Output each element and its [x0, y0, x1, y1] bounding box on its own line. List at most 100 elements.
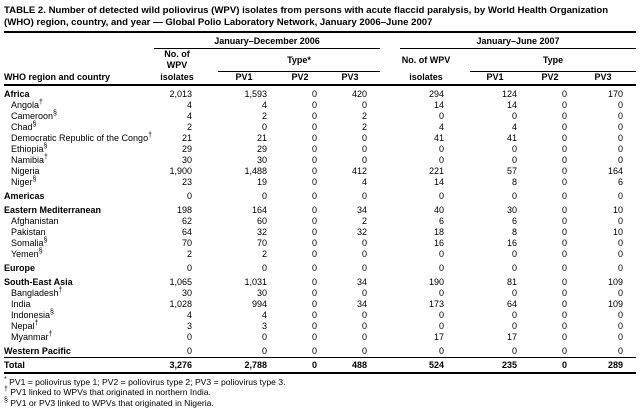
table-row: Nepal† 3 3 0 0 0 0 0 0: [4, 320, 636, 332]
country-label: Chad§: [4, 121, 154, 133]
row-label-text: Nepal: [11, 320, 35, 331]
table-row: Total 3,276 2,788 0 488 524 235 0 289: [4, 356, 637, 374]
country-label: Ethiopia§: [4, 143, 154, 155]
cell-value: 0: [311, 287, 317, 298]
row-label-text: Eastern Mediterranean: [4, 204, 102, 215]
col-header-type-2007: Type: [470, 48, 637, 72]
row-label-text: Democratic Republic of the Congo: [11, 132, 149, 143]
cell-value: 109: [607, 298, 624, 309]
cell-value: 4: [261, 99, 267, 110]
cell-value: 29: [256, 143, 267, 154]
table-row: Americas 0 0 0 0 0 0 0 0: [4, 188, 636, 202]
cell-value: 70: [256, 237, 267, 248]
cell-value: 0: [562, 331, 568, 342]
row-label-text: Nigeria: [11, 165, 40, 176]
header-col-row: isolates PV1 PV2 PV3 isolates PV1 PV2 PV…: [4, 71, 637, 86]
cell-value: 0: [311, 262, 317, 273]
footnote-marker: †: [39, 98, 43, 106]
table-row: Namibia† 30 30 0 0 0 0 0 0: [4, 154, 636, 166]
cell-value: 0: [362, 248, 368, 259]
table-row: Indonesia§ 4 4 0 0 0 0 0 0: [4, 308, 636, 321]
cell-value: 2: [186, 248, 192, 259]
cell-value: 0: [512, 287, 518, 298]
country-label: Democratic Republic of the Congo†: [4, 132, 154, 144]
cell-value: 0: [186, 190, 192, 201]
table-header: WHO region and country January–December …: [4, 35, 637, 86]
footnote-marker: *: [4, 376, 7, 384]
cell-value: 164: [607, 165, 624, 176]
row-label-text: Angola: [11, 99, 40, 110]
row-label-text: Chad: [11, 121, 33, 132]
col-header-pv2-2007: PV2: [530, 71, 581, 86]
column-gap: [380, 35, 401, 86]
table-row: Cameroon§ 4 2 0 2 0 0 0 0: [4, 109, 636, 122]
region-label: Western Pacific: [4, 343, 154, 358]
table-row: Angola† 4 4 0 0 14 14 0 0: [4, 98, 636, 111]
footnote-marker: §: [50, 308, 54, 316]
cell-value: 420: [351, 88, 368, 99]
cell-value: 0: [439, 345, 445, 356]
country-label: Yemen§: [4, 247, 154, 260]
cell-value: 0: [362, 320, 368, 331]
cell-value: 0: [362, 154, 368, 165]
cell-value: 0: [618, 331, 624, 342]
cell-value: 0: [362, 99, 368, 110]
region-label: Eastern Mediterranean: [4, 202, 154, 216]
cell-value: 60: [256, 215, 267, 226]
cell-value: 0: [618, 154, 624, 165]
column-gap: [380, 85, 400, 100]
cell-value: 0: [562, 215, 568, 226]
table-row: Nigeria 1,900 1,488 0 412 221 57 0 164: [4, 166, 636, 177]
country-label: Niger§: [4, 176, 154, 188]
table-row: India 1,028 994 0 34 173 64 0 109: [4, 299, 636, 310]
cell-value: 0: [311, 298, 317, 309]
table-row: Yemen§ 2 2 0 0 0 0 0 0: [4, 247, 636, 260]
cell-value: 4: [261, 309, 267, 320]
cell-value: 0: [562, 121, 568, 132]
cell-value: 0: [311, 237, 317, 248]
cell-value: 0: [362, 309, 368, 320]
cell-value: 0: [439, 143, 445, 154]
cell-value: 3,276: [154, 356, 218, 374]
table-row: Afghanistan 62 60 0 2 6 6 0 0: [4, 216, 636, 227]
country-label: Angola†: [4, 98, 154, 111]
cell-value: 0: [311, 309, 317, 320]
column-gap: [380, 332, 400, 343]
cell-value: 1,900: [169, 165, 192, 176]
table-row: Somalia§ 70 70 0 0 16 16 0 0: [4, 237, 636, 249]
cell-value: 8: [512, 226, 518, 237]
cell-value: 2: [362, 121, 368, 132]
table-row: Niger§ 23 19 0 4 14 8 0 6: [4, 176, 636, 188]
footnote-marker: §: [38, 247, 43, 255]
cell-value: 0: [618, 345, 624, 356]
cell-value: 0: [362, 345, 368, 356]
region-label: South-East Asia: [4, 274, 154, 288]
country-label: Cameroon§: [4, 109, 154, 122]
cell-value: 0: [311, 88, 317, 99]
cell-value: 6: [618, 176, 624, 187]
header-group-row: WHO region and country January–December …: [4, 35, 637, 86]
table-row: Chad§ 2 0 0 2 4 4 0 0: [4, 121, 636, 133]
cell-value: 0: [311, 165, 317, 176]
footnote-marker: §: [53, 109, 57, 117]
cell-value: 0: [562, 165, 568, 176]
cell-value: 0: [618, 132, 624, 143]
cell-value: 524: [400, 356, 471, 374]
country-label: Somalia§: [4, 237, 154, 249]
cell-value: 235: [470, 356, 531, 374]
cell-value: 2,013: [169, 88, 192, 99]
cell-value: 21: [181, 132, 192, 143]
cell-value: 4: [186, 110, 192, 121]
cell-value: 0: [512, 320, 518, 331]
col-header-type-2006: Type*: [218, 48, 381, 72]
cell-value: 0: [618, 248, 624, 259]
cell-value: 0: [311, 176, 317, 187]
cell-value: 0: [562, 226, 568, 237]
cell-value: 0: [562, 248, 568, 259]
cell-value: 62: [181, 215, 192, 226]
col-header-pv3-2007: PV3: [580, 71, 637, 86]
col-header-isolates-2007-line2: isolates: [400, 71, 471, 86]
footnote: † PV1 linked to WPVs that originated in …: [4, 387, 636, 398]
cell-value: 30: [256, 154, 267, 165]
